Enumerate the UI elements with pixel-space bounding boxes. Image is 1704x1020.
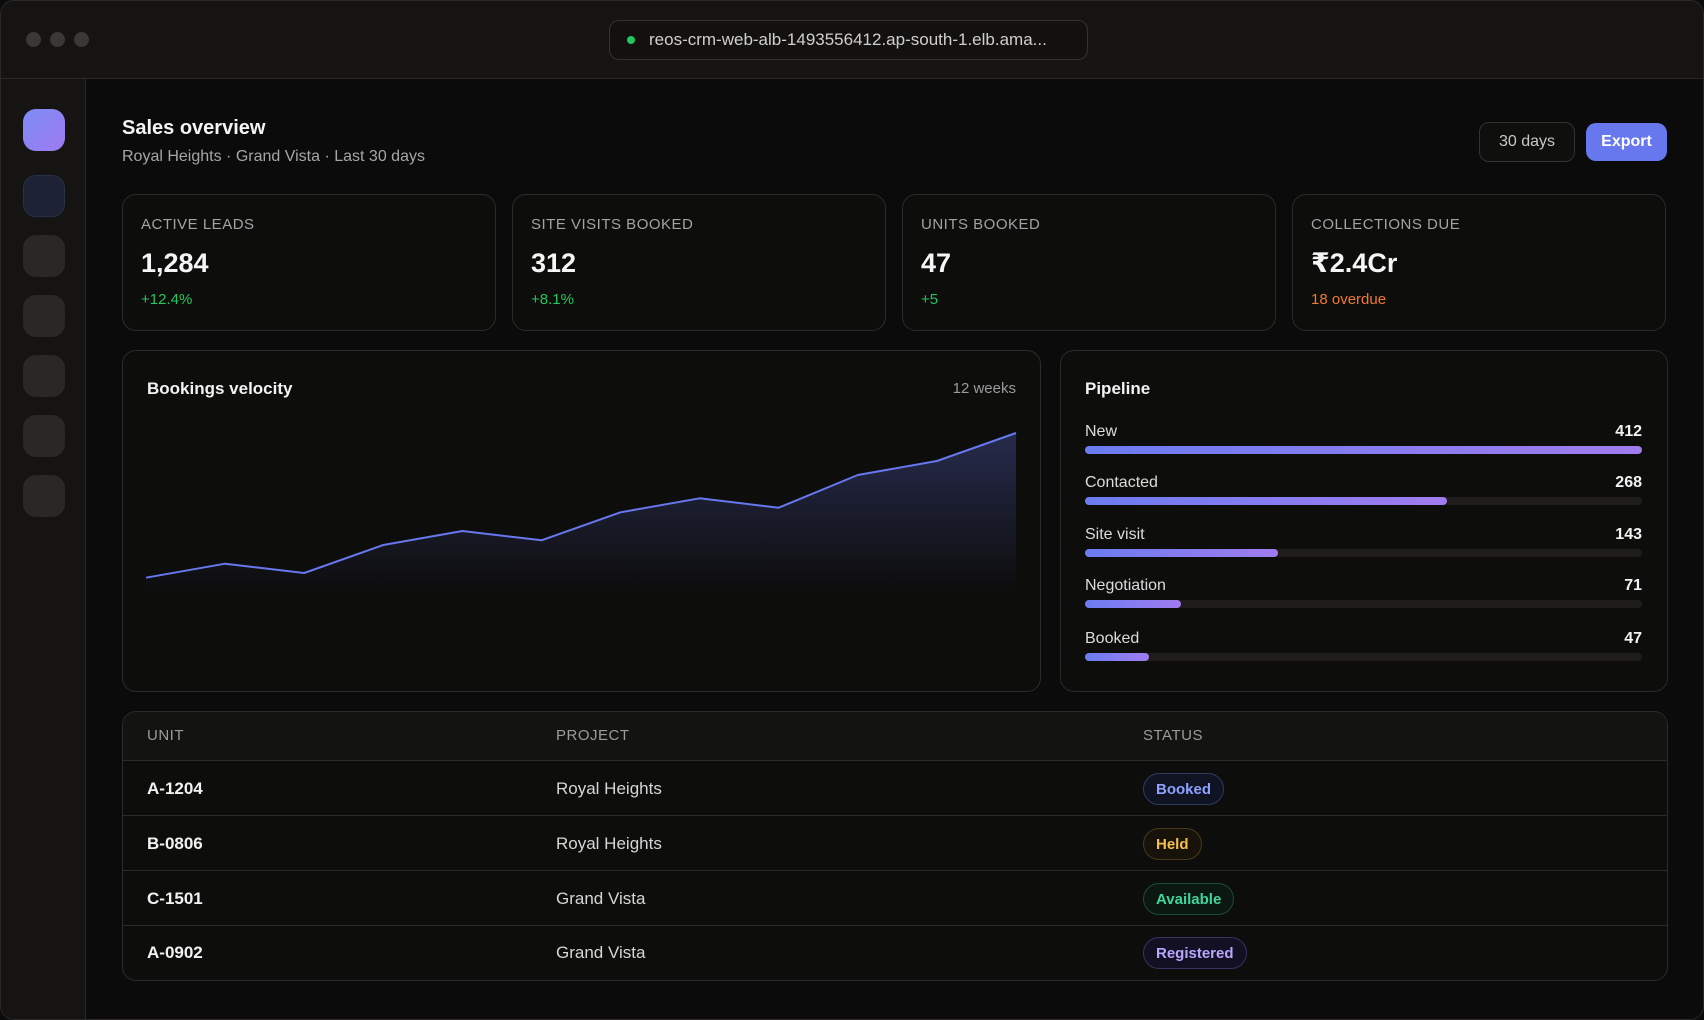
stage-label: Negotiation [1085,577,1166,594]
stage-count: 143 [1615,526,1642,543]
kpi-value: 1,284 [141,248,209,278]
velocity-line [145,432,1017,579]
sidebar-item-payments[interactable] [23,415,65,457]
stage-label: New [1085,423,1118,440]
title-bar: reos-crm-web-alb-1493556412.ap-south-1.e… [1,1,1703,79]
secure-status-icon [627,36,635,44]
table-row[interactable]: A-0902 Grand Vista Registered [123,926,1667,980]
unit-cell: C-1501 [147,889,203,908]
stage-bar-track [1085,653,1642,661]
pipeline-stage-site-visit: Site visit 143 [1085,526,1642,570]
stage-bar-fill [1085,446,1642,454]
unit-cell: A-0902 [147,943,203,962]
kpi-card-collections-due: COLLECTIONS DUE ₹2.4Cr 18 overdue [1292,194,1666,331]
unit-cell: A-1204 [147,779,203,798]
kpi-card-site-visits: SITE VISITS BOOKED 312 +8.1% [512,194,886,331]
minimize-window-icon[interactable] [50,32,65,47]
column-header-project[interactable]: PROJECT [556,727,630,744]
stage-count: 412 [1615,423,1642,440]
kpi-card-active-leads: ACTIVE LEADS 1,284 +12.4% [122,194,496,331]
status-badge: Booked [1143,773,1225,805]
pipeline-stage-new: New 412 [1085,423,1642,467]
column-header-status[interactable]: STATUS [1143,727,1203,744]
address-bar[interactable]: reos-crm-web-alb-1493556412.ap-south-1.e… [609,20,1088,60]
stage-count: 47 [1624,630,1642,647]
kpi-label: ACTIVE LEADS [141,216,255,233]
address-url: reos-crm-web-alb-1493556412.ap-south-1.e… [649,30,1047,49]
page-subtitle: Royal Heights · Grand Vista · Last 30 da… [122,148,425,165]
table-row[interactable]: B-0806 Royal Heights Held [123,817,1667,871]
stage-bar-track [1085,600,1642,608]
sidebar-item-settings[interactable] [23,475,65,517]
pipeline-stage-contacted: Contacted 268 [1085,474,1642,518]
kpi-value: 47 [921,248,952,278]
bookings-velocity-chart [145,432,1017,593]
stage-bar-fill [1085,549,1279,557]
brand-logo-icon[interactable] [23,109,65,151]
stage-label: Contacted [1085,474,1158,491]
stage-bar-track [1085,446,1642,454]
sidebar-item-dashboard[interactable] [23,175,65,217]
stage-label: Site visit [1085,526,1145,543]
bookings-velocity-card: Bookings velocity 12 weeks [122,350,1041,692]
sidebar-item-units[interactable] [23,355,65,397]
velocity-title: Bookings velocity [147,379,293,398]
table-header: UNIT PROJECT STATUS [123,712,1667,761]
stage-bar-fill [1085,653,1149,661]
units-table: UNIT PROJECT STATUS A-1204 Royal Heights… [122,711,1668,981]
export-button[interactable]: Export [1586,123,1667,161]
sidebar [1,79,86,1019]
stage-bar-track [1085,549,1642,557]
project-cell: Grand Vista [556,943,646,962]
stage-count: 268 [1615,474,1642,491]
pipeline-title: Pipeline [1085,379,1151,398]
pipeline-card: Pipeline New 412 Contacted 268 Site visi… [1060,350,1668,692]
stage-bar-track [1085,497,1642,505]
table-row[interactable]: C-1501 Grand Vista Available [123,872,1667,926]
kpi-label: COLLECTIONS DUE [1311,216,1461,233]
stage-label: Booked [1085,630,1140,647]
status-badge: Held [1143,828,1202,860]
status-badge: Available [1143,883,1235,915]
velocity-range: 12 weeks [952,380,1016,397]
column-header-unit[interactable]: UNIT [147,727,184,744]
page-title: Sales overview [122,117,266,139]
sidebar-item-leads[interactable] [23,235,65,277]
project-cell: Royal Heights [556,834,662,853]
kpi-card-units-booked: UNITS BOOKED 47 +5 [902,194,1276,331]
date-range-button[interactable]: 30 days [1479,122,1575,162]
kpi-label: UNITS BOOKED [921,216,1041,233]
project-cell: Royal Heights [556,779,662,798]
kpi-value: ₹2.4Cr [1311,248,1398,278]
project-cell: Grand Vista [556,889,646,908]
main-content: Sales overview Royal Heights · Grand Vis… [87,79,1703,1019]
velocity-area [146,433,1016,593]
kpi-value: 312 [531,248,577,278]
close-window-icon[interactable] [26,32,41,47]
sidebar-item-projects[interactable] [23,295,65,337]
stage-bar-fill [1085,497,1448,505]
pipeline-stage-booked: Booked 47 [1085,630,1642,674]
kpi-delta: +5 [921,291,939,308]
status-badge: Registered [1143,937,1247,969]
unit-cell: B-0806 [147,834,203,853]
stage-count: 71 [1624,577,1642,594]
maximize-window-icon[interactable] [74,32,89,47]
pipeline-stage-negotiation: Negotiation 71 [1085,577,1642,621]
kpi-delta: 18 overdue [1311,291,1387,308]
table-row[interactable]: A-1204 Royal Heights Booked [123,762,1667,816]
stage-bar-fill [1085,600,1181,608]
kpi-label: SITE VISITS BOOKED [531,216,694,233]
kpi-delta: +12.4% [141,291,193,308]
kpi-delta: +8.1% [531,291,574,308]
